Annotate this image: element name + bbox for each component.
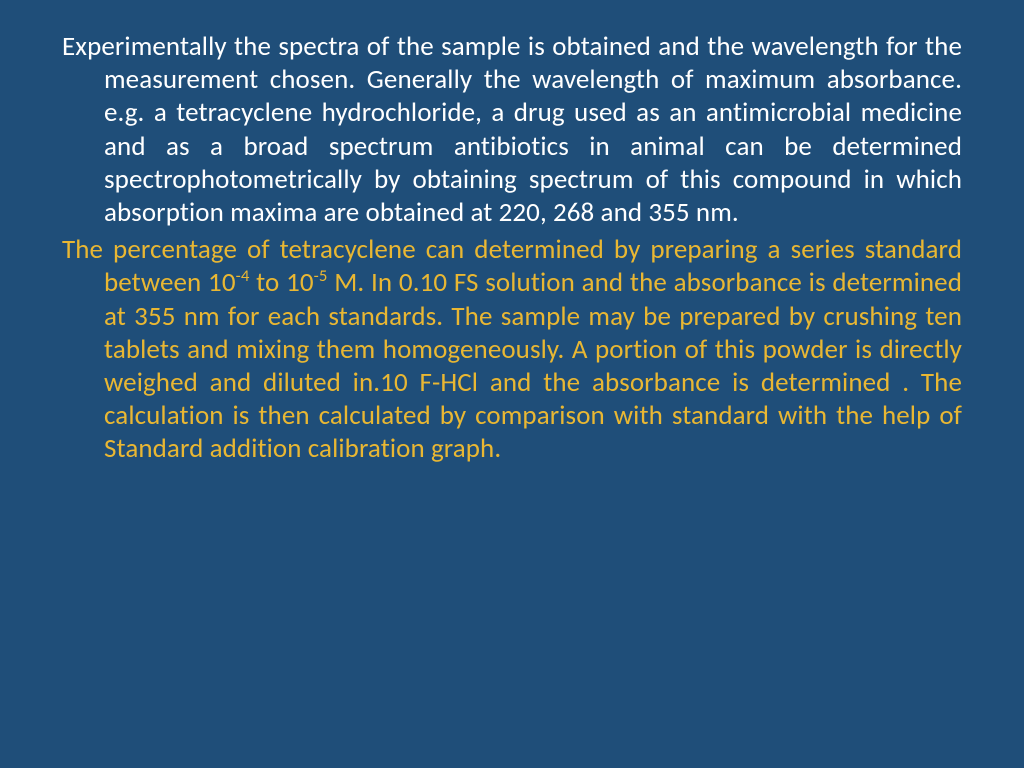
superscript-1: -4 [236, 266, 250, 286]
para2-part2: to 10 [249, 266, 313, 299]
paragraph-1: Experimentally the spectra of the sample… [62, 30, 962, 229]
superscript-2: -5 [314, 266, 328, 286]
paragraph-2: The percentage of tetracyclene can deter… [62, 233, 962, 465]
